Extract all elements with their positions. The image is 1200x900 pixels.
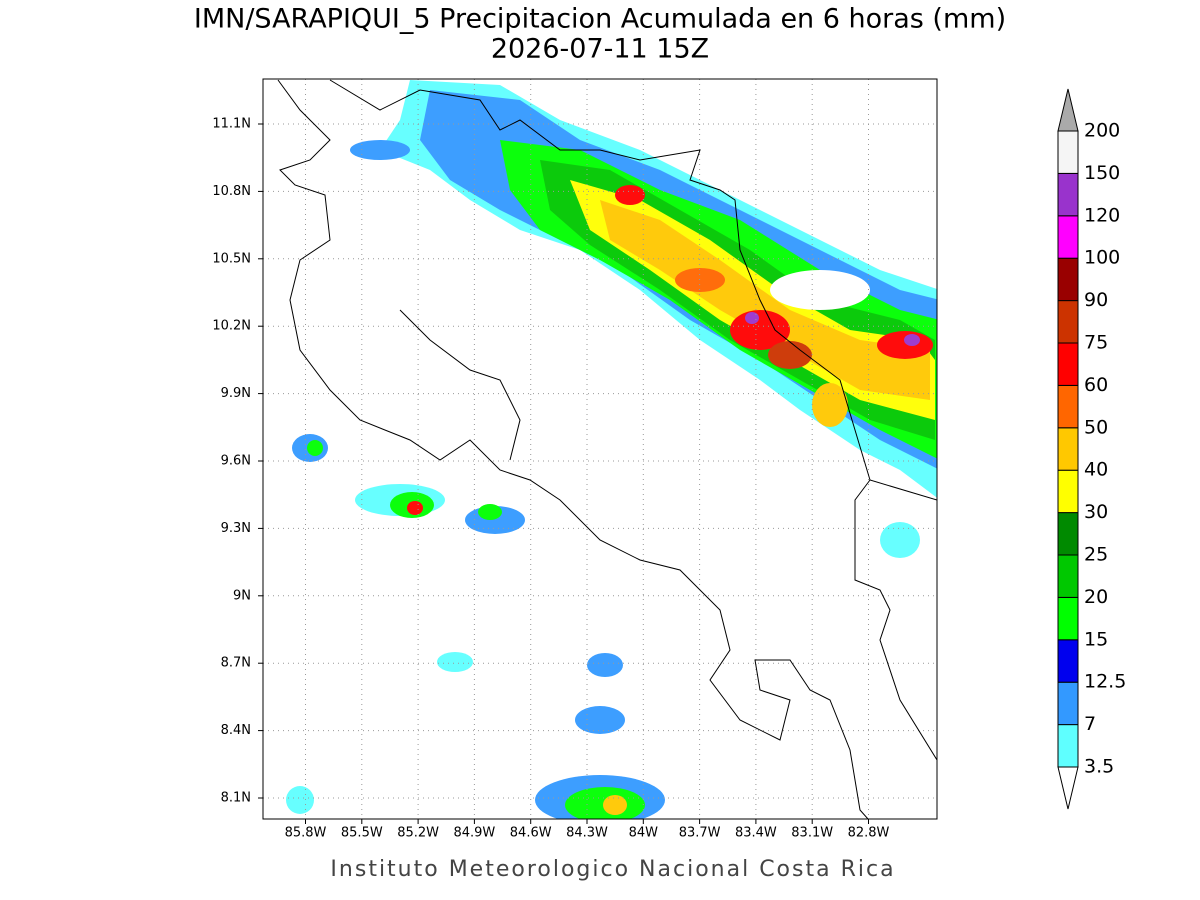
title: IMN/SARAPIQUI_5 Precipitacion Acumulada …	[194, 4, 1006, 35]
colorbar-box	[1057, 257, 1079, 302]
colorbar-box	[1057, 512, 1079, 556]
colorbar-box	[1057, 384, 1079, 429]
lon-label: 84W	[629, 826, 659, 841]
colorbar-label: 15	[1084, 628, 1108, 650]
colorbar-low-triangle	[1057, 766, 1079, 810]
colorbar-box	[1057, 554, 1079, 598]
colorbar-label: 60	[1084, 374, 1108, 396]
colorbar-box	[1057, 681, 1079, 726]
colorbar-box	[1057, 215, 1079, 259]
lon-label: 85.2W	[397, 826, 439, 841]
colorbar-label: 75	[1084, 332, 1108, 354]
graticule	[258, 79, 937, 824]
colorbar-label: 50	[1084, 416, 1108, 438]
colorbar-box	[1057, 596, 1079, 641]
coastline	[277, 79, 937, 819]
colorbar-box	[1057, 427, 1079, 471]
colorbar-box	[1057, 300, 1079, 344]
lat-label: 8.4N	[221, 723, 251, 738]
lat-label: 9.6N	[221, 454, 251, 469]
lon-label: 82.8W	[848, 826, 890, 841]
lat-label: 9.9N	[221, 386, 251, 401]
colorbar-high-triangle	[1057, 88, 1079, 132]
lat-label: 11.1N	[212, 117, 251, 132]
colorbar-label: 7	[1084, 713, 1096, 735]
footer: Instituto Meteorologico Nacional Costa R…	[330, 857, 895, 882]
colorbar-box	[1057, 130, 1079, 174]
colorbar-box	[1057, 724, 1079, 768]
lat-label: 9N	[233, 588, 251, 603]
precipitation-field	[286, 80, 937, 819]
colorbar-box	[1057, 342, 1079, 386]
colorbar-label: 3.5	[1084, 756, 1114, 778]
lon-label: 85.8W	[285, 826, 327, 841]
colorbar-label: 200	[1084, 120, 1120, 142]
lat-label: 8.7N	[221, 656, 251, 671]
colorbar-box	[1057, 469, 1079, 514]
lon-label: 84.9W	[453, 826, 495, 841]
colorbar-box	[1057, 639, 1079, 683]
lat-label: 8.1N	[221, 791, 251, 806]
map-frame	[262, 78, 938, 820]
colorbar-label: 25	[1084, 544, 1108, 566]
colorbar: 3.5 7 12.5 15 20 25 30 40 50 60 75 90 100 120 150 200	[1057, 88, 1126, 810]
colorbar-label: 150	[1084, 162, 1120, 184]
colorbar-label: 120	[1084, 204, 1120, 226]
lat-label: 10.2N	[212, 319, 251, 334]
colorbar-label: 40	[1084, 459, 1108, 481]
lat-label: 10.5N	[212, 251, 251, 266]
lon-label: 83.1W	[791, 826, 833, 841]
colorbar-label: 20	[1084, 586, 1108, 608]
colorbar-label: 12.5	[1084, 671, 1126, 693]
colorbar-box	[1057, 172, 1079, 217]
colorbar-label: 90	[1084, 289, 1108, 311]
subtitle: 2026-07-11 15Z	[491, 34, 709, 65]
lat-label: 10.8N	[212, 184, 251, 199]
colorbar-label: 30	[1084, 501, 1108, 523]
colorbar-label: 100	[1084, 247, 1120, 269]
lat-label: 9.3N	[221, 521, 251, 536]
lon-label: 84.3W	[566, 826, 608, 841]
lon-label: 83.4W	[735, 826, 777, 841]
lon-label: 84.6W	[510, 826, 552, 841]
lon-label: 85.5W	[341, 826, 383, 841]
lon-label: 83.7W	[679, 826, 721, 841]
